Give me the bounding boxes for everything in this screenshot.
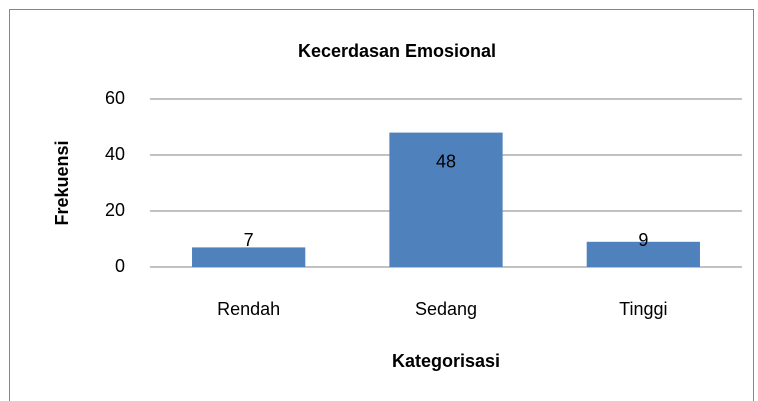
y-tick-label: 60 [105, 88, 125, 108]
x-tick-label: Tinggi [619, 299, 667, 319]
x-axis-label: Kategorisasi [392, 351, 500, 371]
data-label: 9 [638, 230, 648, 250]
y-axis-label: Frekuensi [52, 140, 72, 225]
chart-title: Kecerdasan Emosional [298, 41, 496, 61]
x-tick-label: Rendah [217, 299, 280, 319]
y-tick-label: 40 [105, 144, 125, 164]
y-tick-label: 0 [115, 256, 125, 276]
bar [389, 132, 503, 267]
bar [192, 247, 306, 267]
chart-frame [9, 9, 754, 401]
bar [586, 241, 700, 267]
data-label: 48 [436, 151, 456, 171]
data-label: 7 [244, 230, 254, 250]
x-tick-label: Sedang [415, 299, 477, 319]
y-tick-label: 20 [105, 200, 125, 220]
